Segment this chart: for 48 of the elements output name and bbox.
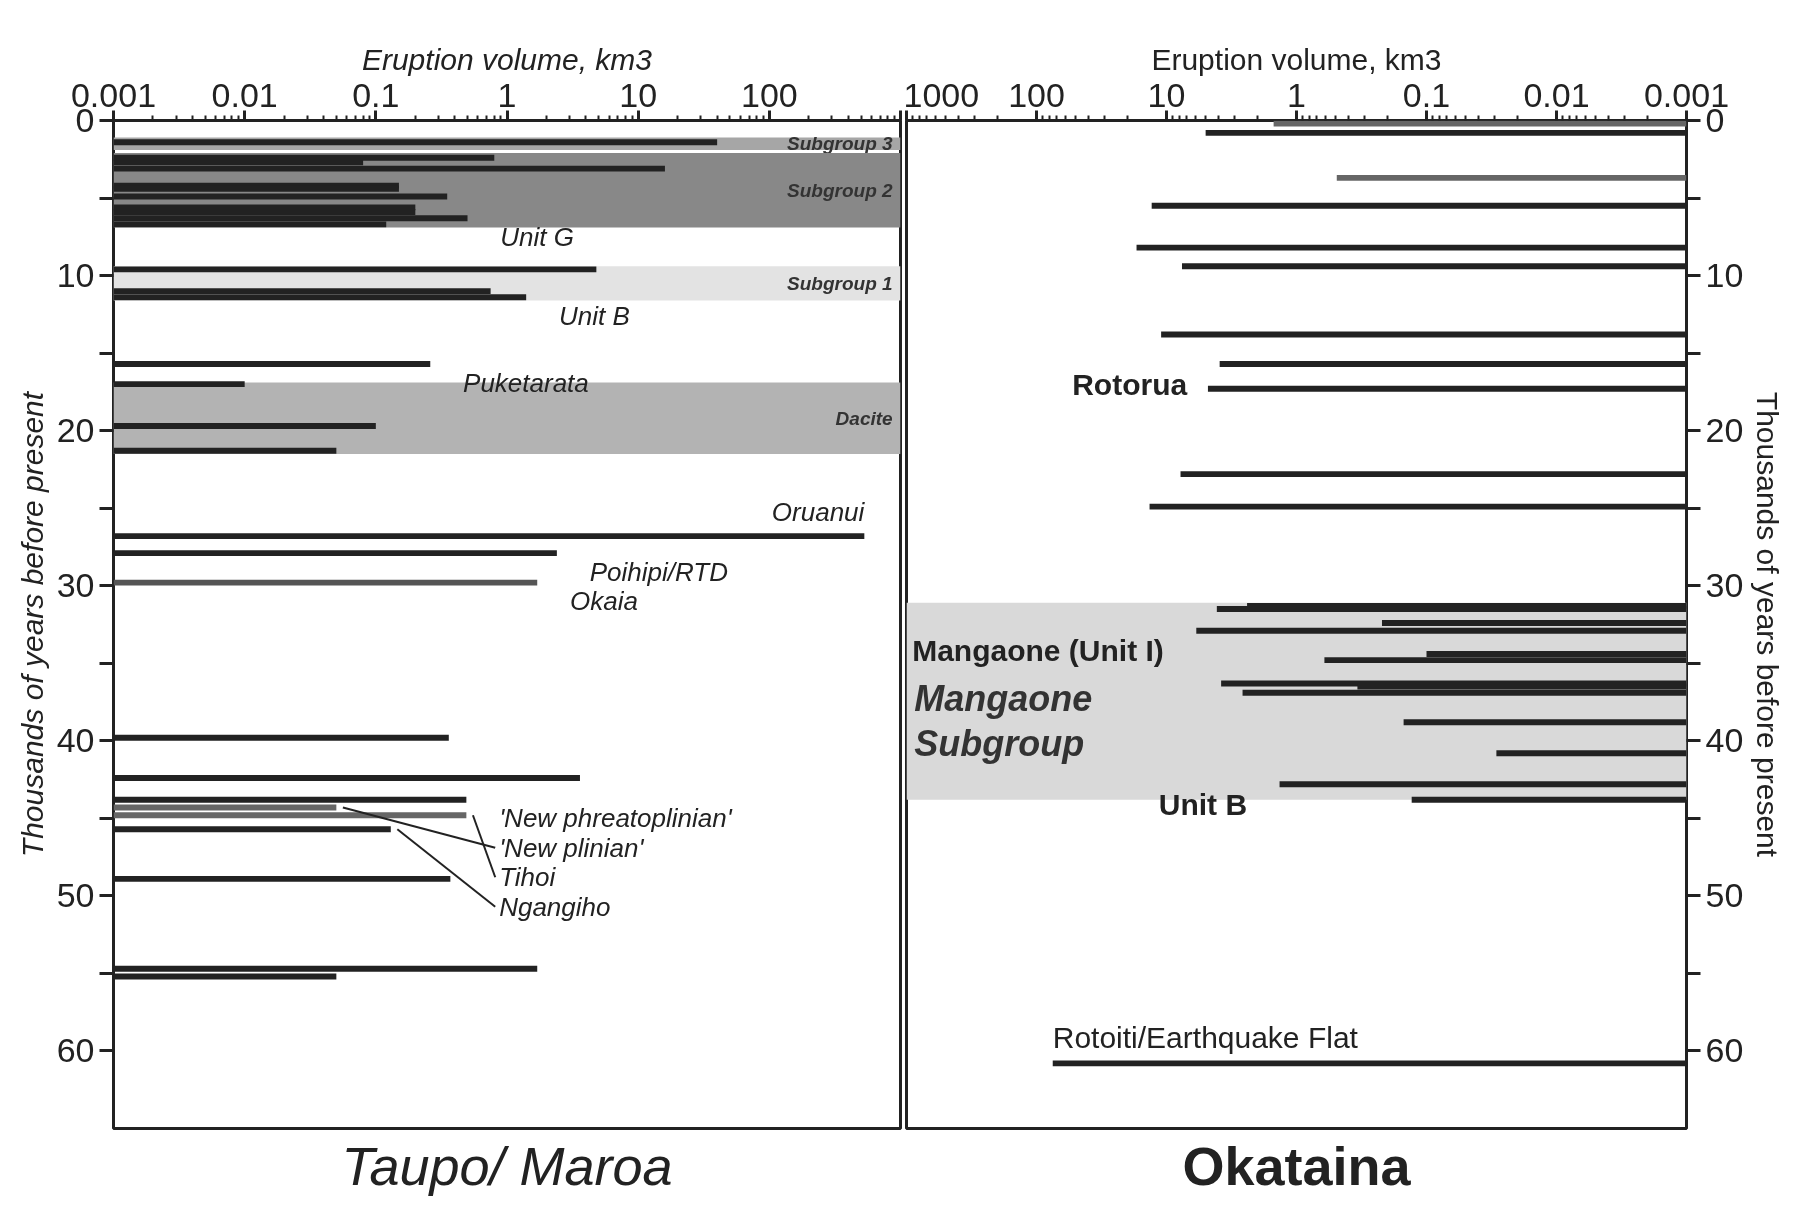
x-tick-label: 1 — [1287, 75, 1306, 114]
annotation: Okaia — [570, 586, 638, 617]
band-label: Subgroup 2 — [787, 179, 894, 201]
y-tick-label: 10 — [56, 256, 95, 295]
annotation: 'New phreatoplinian' — [499, 803, 733, 834]
annotation: Oruanui — [771, 496, 866, 527]
y-tick-label: 50 — [56, 876, 95, 915]
annotation: Mangaone (Unit I) — [912, 634, 1164, 668]
x-axis-title: Eruption volume, km3 — [1151, 42, 1442, 76]
annotation: Ngangiho — [499, 891, 611, 922]
text: Taupo/ Maroa — [341, 1135, 673, 1196]
x-axis-title: Eruption volume, km3 — [361, 42, 653, 76]
y-axis-title: Thousands of years before present — [15, 390, 49, 858]
band-label: Subgroup 3 — [787, 133, 894, 155]
y-tick-label: 60 — [56, 1031, 95, 1070]
x-tick-label: 100 — [740, 75, 798, 114]
x-tick-label: 0.1 — [352, 75, 400, 114]
x-tick-label: 1 — [497, 75, 517, 114]
annotation: Unit B — [558, 300, 630, 331]
annotation: Tihoi — [499, 862, 557, 893]
x-tick-label: 10 — [1147, 75, 1186, 114]
annotation: Rotoiti/Earthquake Flat — [1052, 1021, 1359, 1055]
y-tick-label: 30 — [1705, 566, 1744, 605]
annotation: Unit G — [500, 221, 574, 252]
y-tick-label: 50 — [1705, 876, 1744, 915]
annotation: 'New plinian' — [499, 832, 645, 863]
band-label: Mangaone Subgroup — [914, 678, 1093, 765]
y-tick-label: 20 — [1705, 411, 1744, 450]
y-axis-title: Thousands of years before present — [1751, 391, 1785, 858]
y-tick-label: 20 — [56, 411, 95, 450]
band-label: Dacite — [835, 407, 894, 429]
y-tick-label: 40 — [1705, 721, 1744, 760]
annotation: Unit B — [1158, 787, 1248, 821]
x-tick-label: 0.01 — [211, 75, 278, 114]
annotation: Puketarata — [463, 367, 589, 398]
x-tick-label: 0.01 — [1523, 75, 1590, 114]
text: Okataina — [1182, 1135, 1412, 1196]
x-tick-label: 10 — [619, 75, 658, 114]
y-tick-label: 10 — [1705, 256, 1744, 295]
y-tick-label: 40 — [56, 721, 95, 760]
x-tick-label: 100 — [1008, 75, 1065, 114]
annotation: Rotorua — [1072, 367, 1188, 401]
y-tick-label: 30 — [56, 566, 95, 605]
band-label: Subgroup 1 — [787, 272, 893, 294]
x-tick-label: 1000 — [903, 75, 980, 114]
y-tick-label: 60 — [1705, 1031, 1744, 1070]
x-tick-label: 0.1 — [1402, 75, 1451, 114]
annotation: Poihipi/RTD — [589, 556, 728, 587]
